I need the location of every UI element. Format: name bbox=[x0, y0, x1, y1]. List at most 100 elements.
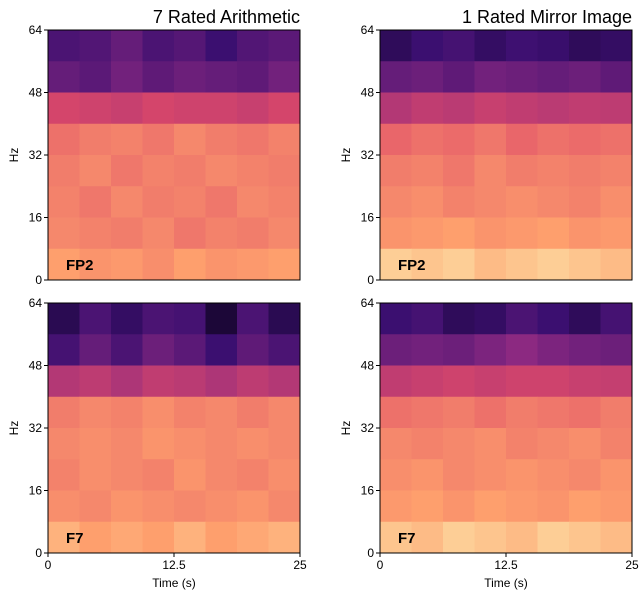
heatmap-cell bbox=[443, 459, 475, 491]
x-tick-label: 0 bbox=[377, 558, 384, 572]
y-tick-label: 48 bbox=[361, 86, 375, 100]
heatmap-cell bbox=[111, 123, 143, 156]
heatmap-cell bbox=[380, 459, 412, 491]
heatmap-cell bbox=[48, 334, 80, 366]
heatmap-cell bbox=[142, 123, 175, 156]
heatmap-cell bbox=[142, 186, 175, 218]
heatmap-cell bbox=[79, 248, 112, 281]
heatmap-cell bbox=[506, 155, 538, 187]
x-tick-label: 0 bbox=[45, 558, 52, 572]
heatmap-cell bbox=[79, 396, 112, 429]
heatmap-cell bbox=[569, 61, 601, 93]
heatmap-cell bbox=[380, 365, 412, 398]
panel-title: 7 Rated Arithmetic bbox=[153, 7, 300, 27]
heatmap-cell bbox=[48, 186, 80, 218]
heatmap-cell bbox=[48, 459, 80, 491]
heatmap-cell bbox=[474, 123, 507, 156]
y-tick-label: 0 bbox=[367, 546, 374, 560]
heatmap-cell bbox=[268, 521, 301, 554]
heatmap-cell bbox=[380, 30, 412, 62]
heatmap-cell bbox=[174, 490, 206, 523]
y-tick-label: 32 bbox=[29, 148, 43, 162]
heatmap-cell bbox=[411, 303, 444, 335]
heatmap-cell bbox=[111, 521, 143, 554]
heatmap-cell bbox=[506, 334, 538, 366]
heatmap-cell bbox=[48, 248, 80, 281]
heatmap-cell bbox=[537, 334, 570, 366]
heatmap-cell bbox=[174, 186, 206, 218]
heatmap-cell bbox=[79, 30, 112, 62]
heatmap-cell bbox=[380, 217, 412, 250]
y-tick-label: 16 bbox=[29, 484, 43, 498]
heatmap-cell bbox=[268, 396, 301, 429]
heatmap-cell bbox=[380, 428, 412, 460]
heatmap-cell bbox=[268, 155, 301, 187]
heatmap-cell bbox=[506, 123, 538, 156]
heatmap-cell bbox=[474, 521, 507, 554]
heatmap-cell bbox=[537, 459, 570, 491]
heatmap-cell bbox=[537, 428, 570, 460]
heatmap-cell bbox=[506, 459, 538, 491]
heatmap-cell bbox=[474, 92, 507, 125]
heatmap-cell bbox=[600, 303, 633, 335]
heatmap-cell bbox=[380, 521, 412, 554]
heatmap-cell bbox=[380, 303, 412, 335]
heatmap-cell bbox=[111, 459, 143, 491]
heatmap-cell bbox=[411, 30, 444, 62]
heatmap-cell bbox=[411, 365, 444, 398]
channel-label: F7 bbox=[66, 530, 84, 547]
x-axis-label: Time (s) bbox=[484, 576, 528, 590]
heatmap-cell bbox=[380, 248, 412, 281]
heatmap-cell bbox=[268, 365, 301, 398]
heatmap-cell bbox=[474, 428, 507, 460]
heatmap-cell bbox=[79, 428, 112, 460]
heatmap-cell bbox=[237, 396, 269, 429]
heatmap-cell bbox=[142, 61, 175, 93]
heatmap-cell bbox=[411, 521, 444, 554]
heatmap-cell bbox=[111, 396, 143, 429]
heatmap-cell bbox=[268, 334, 301, 366]
heatmap-cell bbox=[443, 123, 475, 156]
heatmap-cell bbox=[237, 155, 269, 187]
heatmap-cell bbox=[443, 428, 475, 460]
heatmap-cell bbox=[111, 303, 143, 335]
heatmap-cell bbox=[142, 30, 175, 62]
heatmap-cell bbox=[237, 217, 269, 250]
heatmap-cell bbox=[237, 123, 269, 156]
heatmap-cell bbox=[205, 396, 238, 429]
heatmap-cell bbox=[474, 186, 507, 218]
heatmap-cell bbox=[474, 459, 507, 491]
heatmap-cell bbox=[411, 217, 444, 250]
x-tick-label: 25 bbox=[293, 558, 307, 572]
heatmap-cell bbox=[205, 61, 238, 93]
heatmap-cell bbox=[79, 334, 112, 366]
heatmap-cell bbox=[506, 396, 538, 429]
heatmap-cell bbox=[111, 186, 143, 218]
heatmap-cell bbox=[268, 217, 301, 250]
heatmap-cell bbox=[569, 303, 601, 335]
heatmap-cell bbox=[174, 248, 206, 281]
heatmap-cell bbox=[142, 303, 175, 335]
y-tick-label: 32 bbox=[361, 148, 375, 162]
heatmap-cell bbox=[142, 521, 175, 554]
heatmap-cell bbox=[411, 490, 444, 523]
heatmap-cell bbox=[205, 123, 238, 156]
heatmap-cell bbox=[600, 365, 633, 398]
heatmap-cell bbox=[380, 61, 412, 93]
heatmap-cell bbox=[237, 61, 269, 93]
heatmap-cell bbox=[569, 248, 601, 281]
y-tick-label: 16 bbox=[361, 211, 375, 225]
heatmap-cell bbox=[48, 217, 80, 250]
heatmap-cell bbox=[79, 459, 112, 491]
heatmap-cell bbox=[111, 334, 143, 366]
heatmap-cell bbox=[79, 155, 112, 187]
heatmap-cell bbox=[268, 186, 301, 218]
y-tick-label: 32 bbox=[29, 421, 43, 435]
heatmap-cell bbox=[411, 61, 444, 93]
heatmap-cell bbox=[600, 155, 633, 187]
heatmap-cell bbox=[111, 92, 143, 125]
heatmap-cell bbox=[569, 186, 601, 218]
heatmap-cell bbox=[537, 123, 570, 156]
heatmap-cell bbox=[600, 521, 633, 554]
